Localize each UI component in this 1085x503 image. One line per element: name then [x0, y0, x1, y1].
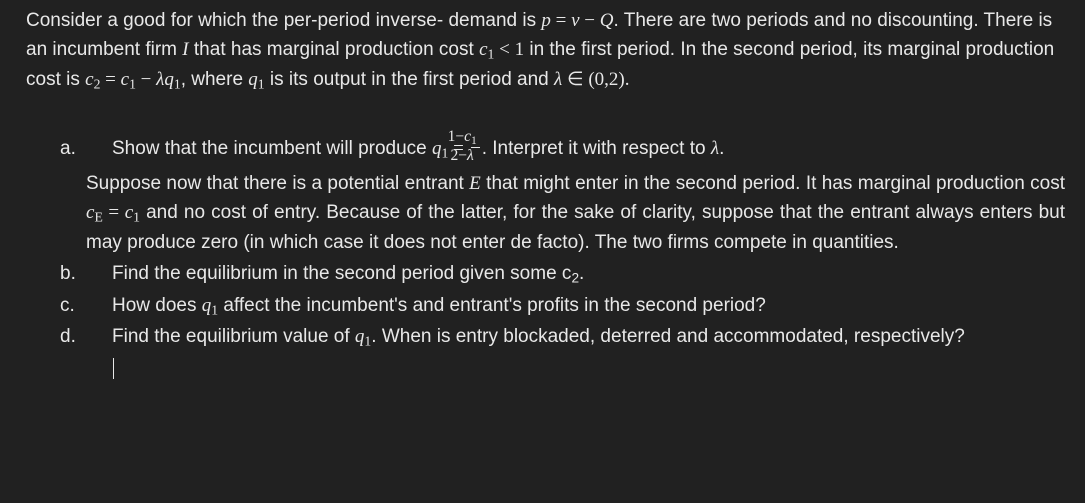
math-lambda-q1: λq1	[156, 69, 181, 90]
math-eq: =	[103, 202, 125, 223]
math-range: (0,2).	[588, 69, 629, 90]
text: .	[719, 138, 724, 159]
text: and no cost of entry. Because of the lat…	[86, 202, 1065, 253]
math-minus: −	[136, 69, 156, 90]
math-cE: cE	[86, 202, 103, 223]
math-eq: =	[100, 69, 120, 90]
part-d: d.Find the equilibrium value of q1. When…	[26, 322, 1065, 352]
math-in: ∈	[562, 69, 588, 90]
mid-paragraph: Suppose now that there is a potential en…	[26, 169, 1065, 257]
math-q1: q1	[355, 326, 371, 347]
math-q1: q1	[202, 295, 218, 316]
part-letter: c.	[86, 291, 112, 320]
math-v: v	[571, 10, 579, 31]
math-c1: c1	[125, 202, 140, 223]
text: . When is entry blockaded, deterred and …	[371, 326, 965, 347]
text: Consider a good for which the per-period…	[26, 10, 541, 31]
math-c1: c1	[121, 69, 136, 90]
text: affect the incumbent's and entrant's pro…	[218, 295, 766, 316]
part-b: b.Find the equilibrium in the second per…	[26, 259, 1065, 289]
part-a: a.Show that the incumbent will produce q…	[26, 131, 1065, 167]
math-lt: <	[494, 39, 514, 60]
text: How does	[112, 295, 202, 316]
text: Suppose now that there is a potential en…	[86, 173, 469, 194]
math-fraction: 1−c12−λ	[471, 129, 480, 165]
part-letter: d.	[86, 322, 112, 351]
text: . Interpret it with respect to	[482, 138, 711, 159]
math-minus: −	[580, 10, 600, 31]
part-d-cont	[26, 354, 1065, 383]
math-q1: q1	[432, 138, 448, 159]
math-lambda: λ	[711, 138, 719, 159]
math-Q: Q	[600, 10, 614, 31]
text: Find the equilibrium in the second perio…	[112, 263, 571, 284]
text: .	[579, 263, 584, 284]
part-c: c.How does q1 affect the incumbent's and…	[26, 291, 1065, 321]
part-letter: b.	[86, 259, 112, 288]
problem-intro: Consider a good for which the per-period…	[26, 6, 1065, 95]
text: that might enter in the second period. I…	[481, 173, 1065, 194]
text: is its output in the first period and	[265, 69, 554, 90]
math-1: 1	[515, 39, 525, 60]
text: , where	[181, 69, 249, 90]
text: Find the equilibrium value of	[112, 326, 355, 347]
math-eq: =	[551, 10, 571, 31]
math-sub: 2	[571, 270, 579, 285]
part-letter: a.	[86, 134, 112, 163]
math-p: p	[541, 10, 551, 31]
math-q1: q1	[248, 69, 264, 90]
math-c1: c1	[479, 39, 494, 60]
math-c2: c2	[85, 69, 100, 90]
math-E: E	[469, 173, 481, 194]
text: Show that the incumbent will produce	[112, 138, 432, 159]
text: that has marginal production cost	[189, 39, 479, 60]
text-cursor-icon	[113, 358, 114, 379]
